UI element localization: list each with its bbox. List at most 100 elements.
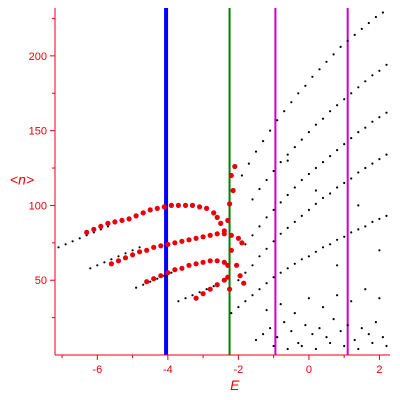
data-point-0-66 [336, 186, 339, 189]
data-point-0-106 [329, 110, 332, 113]
y-axis-title: <n> [10, 171, 34, 187]
data-point-0-105 [321, 117, 325, 120]
data-point-1-3 [105, 220, 111, 226]
data-point-0-140 [283, 321, 286, 324]
data-point-0-130 [346, 39, 349, 43]
data-point-0-33 [258, 288, 261, 291]
data-point-0-38 [293, 262, 296, 265]
data-point-1-40 [235, 235, 241, 241]
data-point-0-122 [290, 101, 293, 104]
data-point-1-52 [214, 258, 220, 264]
data-point-1-51 [207, 258, 213, 264]
y-ticks: 50 100 150 200 [29, 17, 55, 319]
data-point-0-30 [237, 306, 240, 309]
data-point-0-91 [364, 126, 367, 129]
data-point-0-159 [321, 306, 325, 309]
data-point-0-172 [385, 344, 388, 348]
data-point-0-41 [314, 250, 317, 253]
data-point-0-32 [251, 294, 254, 297]
data-point-0-62 [307, 208, 310, 211]
data-point-1-8 [140, 210, 146, 216]
data-point-0-54 [251, 264, 254, 267]
data-point-1-5 [119, 217, 125, 223]
y-tick-label-3: 200 [29, 51, 47, 63]
data-point-0-96 [258, 187, 261, 191]
data-point-0-97 [265, 178, 268, 182]
data-point-0-111 [364, 80, 367, 83]
data-point-0-40 [307, 255, 310, 258]
data-point-0-116 [247, 162, 250, 165]
data-point-0-134 [374, 15, 377, 19]
data-point-1-20 [218, 220, 224, 226]
data-point-1-25 [130, 252, 136, 258]
data-point-0-94 [385, 111, 388, 114]
data-point-1-32 [179, 238, 185, 244]
data-point-1-57 [207, 286, 213, 292]
data-point-0-107 [336, 104, 339, 107]
x-ticks: -6 -4 -2 0 2 [61, 355, 382, 376]
data-point-0-135 [381, 11, 384, 14]
data-point-1-36 [207, 232, 213, 238]
x-tick-label-0: -6 [92, 364, 102, 376]
data-point-0-26 [198, 291, 201, 294]
data-point-0-174 [314, 189, 317, 192]
data-point-0-133 [367, 21, 370, 25]
data-point-0-117 [254, 150, 258, 153]
data-point-0-16 [138, 246, 141, 249]
data-point-0-84 [314, 166, 317, 170]
data-point-0-152 [367, 333, 370, 336]
data-point-0-123 [297, 92, 300, 95]
data-point-0-0 [57, 246, 60, 249]
data-point-0-125 [311, 75, 314, 78]
x-tick-label-4: 2 [376, 364, 382, 376]
data-point-0-46 [350, 231, 353, 234]
x-axis-title: E [230, 377, 240, 393]
data-point-0-2 [71, 240, 74, 243]
data-point-0-165 [286, 347, 289, 351]
data-point-0-128 [332, 53, 335, 56]
data-point-0-88 [343, 143, 346, 146]
data-point-0-147 [332, 318, 335, 321]
data-point-1-59 [221, 277, 227, 283]
data-point-1-11 [161, 204, 167, 210]
data-point-1-24 [122, 255, 129, 261]
data-point-0-160 [336, 294, 339, 297]
data-point-0-161 [350, 300, 353, 303]
data-points [57, 11, 388, 351]
data-point-1-15 [189, 202, 196, 208]
data-point-0-49 [371, 220, 374, 223]
data-point-0-70 [364, 166, 367, 170]
data-point-0-136 [254, 338, 258, 342]
x-tick-label-1: -4 [163, 364, 173, 376]
data-point-1-12 [168, 202, 174, 208]
data-point-1-2 [98, 223, 104, 229]
data-point-0-59 [286, 226, 289, 229]
data-point-1-1 [91, 226, 97, 232]
data-point-1-50 [200, 259, 206, 265]
data-point-1-31 [172, 240, 178, 246]
data-point-1-65 [230, 187, 236, 194]
data-point-0-83 [307, 172, 310, 176]
data-point-0-60 [293, 220, 296, 223]
data-point-0-92 [371, 120, 374, 123]
data-point-0-99 [279, 161, 282, 164]
data-point-1-58 [214, 282, 220, 288]
data-point-0-115 [240, 174, 243, 177]
data-point-1-28 [151, 244, 157, 250]
data-point-0-75 [251, 234, 254, 237]
data-point-0-37 [286, 267, 289, 270]
data-point-1-54 [225, 262, 231, 268]
data-point-0-20 [156, 277, 159, 280]
data-point-0-162 [364, 288, 367, 291]
data-point-0-108 [343, 98, 346, 101]
data-point-0-124 [304, 84, 307, 87]
data-point-0-150 [353, 338, 356, 342]
data-point-0-127 [325, 60, 328, 63]
data-point-0-166 [300, 344, 303, 348]
data-point-0-175 [357, 204, 360, 207]
data-point-1-13 [175, 202, 181, 208]
data-point-1-41 [239, 240, 245, 246]
data-point-1-42 [144, 279, 150, 285]
data-point-1-64 [232, 163, 238, 170]
